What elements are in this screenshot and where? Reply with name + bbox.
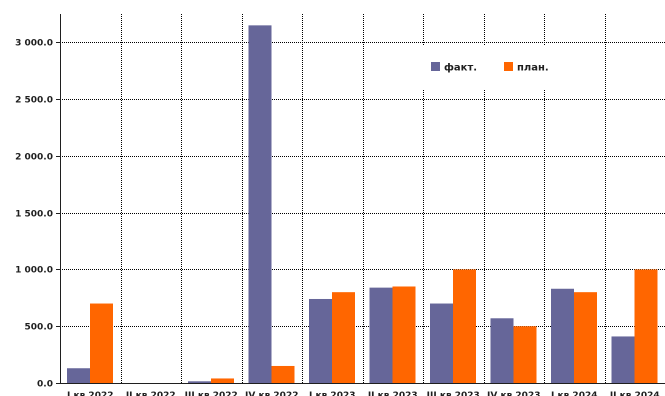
y-tick-label: 0.0 (37, 380, 53, 390)
bar-plan-7 (453, 269, 476, 383)
x-tick-label: II кв 2022 (126, 391, 176, 396)
bar-plan-5 (332, 292, 355, 383)
bar-fact-5 (309, 298, 332, 383)
y-tick-label: 2 500.0 (15, 96, 53, 106)
x-tick-label: II кв 2023 (368, 391, 418, 396)
x-tick-labels: I кв 2022 II кв 2022 III кв 2022 IV кв 2022… (67, 391, 660, 396)
bar-plan-4 (271, 365, 295, 383)
bar-fact-4 (248, 25, 272, 383)
x-tick-label: III кв 2022 (185, 391, 238, 396)
bar-fact-6 (369, 287, 393, 383)
bar-plan-3 (211, 378, 234, 383)
y-tick-labels: 0.0 500.0 1 000.0 1 500.0 2 000.0 2 500.0 3 00… (15, 39, 53, 390)
bar-plan-9 (574, 292, 597, 383)
bar-plan-6 (392, 286, 416, 383)
axes (56, 14, 665, 384)
bar-fact-9 (551, 288, 574, 383)
legend-background (414, 46, 590, 90)
bar-fact-8 (490, 318, 514, 383)
bar-fact-3 (188, 381, 211, 383)
bar-plan-1 (90, 303, 113, 383)
legend-label-plan: план. (517, 63, 549, 74)
grid-lines (60, 14, 665, 383)
y-tick-label: 3 000.0 (15, 39, 53, 49)
y-tick-label: 2 000.0 (15, 153, 53, 163)
legend-label-fact: факт. (444, 62, 477, 74)
bar-plan-8 (513, 326, 537, 383)
bar-fact-10 (611, 336, 635, 383)
x-tick-label: II кв 2024 (610, 391, 660, 396)
x-tick-label: IV кв 2023 (487, 391, 540, 396)
bar-fact-1 (67, 368, 90, 383)
y-tick-label: 1 500.0 (15, 210, 53, 220)
x-tick-label: I кв 2022 (67, 391, 113, 396)
x-tick-label: III кв 2023 (427, 391, 480, 396)
x-tick-label: IV кв 2022 (245, 391, 298, 396)
legend-swatch-fact (431, 62, 440, 71)
x-tick-label: I кв 2023 (309, 391, 355, 396)
bar-fact-7 (430, 303, 453, 383)
legend: факт. план. (414, 46, 590, 90)
y-tick-label: 500.0 (25, 323, 53, 333)
bar-plan-10 (634, 269, 658, 383)
x-tick-label: I кв 2024 (551, 391, 597, 396)
bars (67, 25, 658, 383)
y-tick-label: 1 000.0 (15, 266, 53, 276)
legend-swatch-plan (504, 62, 513, 71)
